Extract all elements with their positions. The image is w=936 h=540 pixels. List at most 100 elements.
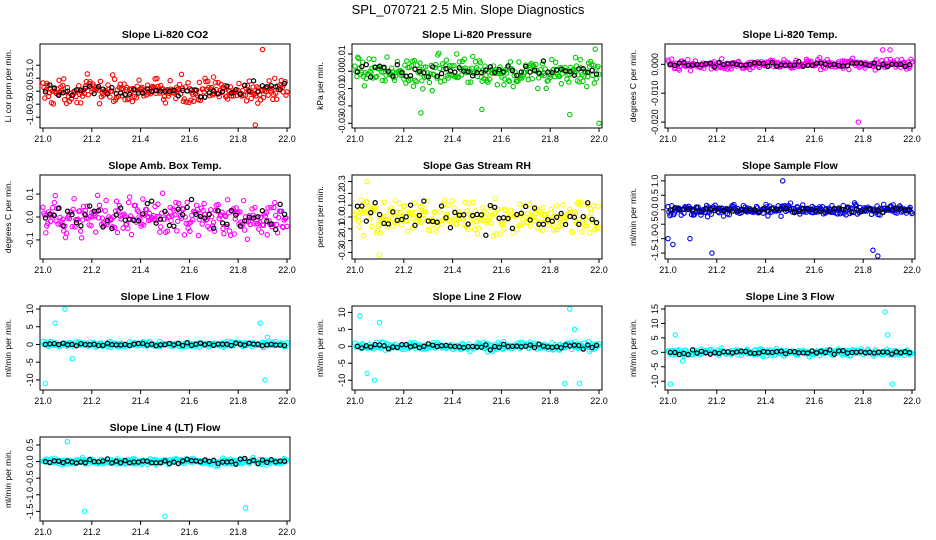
series-slope-points	[352, 46, 602, 127]
data-point	[412, 66, 418, 72]
data-point	[430, 64, 436, 70]
data-point	[470, 53, 476, 60]
data-point	[590, 202, 597, 209]
data-point	[497, 64, 503, 70]
data-point	[478, 69, 485, 76]
data-point	[153, 220, 159, 226]
data-point	[206, 90, 212, 96]
data-point	[219, 88, 226, 95]
data-point	[157, 216, 164, 222]
data-point	[135, 218, 142, 224]
chart-panel-6: Slope Sample Flow 21.0 21.2 21.4 21.6 21.8 22.…	[628, 160, 921, 275]
x-tick-label: 21.4	[132, 527, 150, 537]
data-point	[454, 74, 461, 81]
plot-frame	[39, 43, 291, 129]
data-point	[181, 232, 188, 238]
y-tick-label: -0.2	[337, 233, 347, 249]
data-point	[500, 220, 506, 227]
x-tick-label: 21.6	[493, 265, 511, 275]
data-point	[578, 199, 584, 206]
data-point	[62, 234, 69, 241]
y-tick-label: 10	[25, 304, 35, 314]
data-point	[584, 83, 590, 90]
data-point	[240, 197, 247, 204]
data-point	[464, 207, 470, 214]
x-tick-label: 21.4	[132, 396, 150, 406]
outlier-point	[364, 178, 370, 185]
data-point	[434, 219, 440, 225]
data-point	[461, 56, 468, 62]
y-tick-label: -0.1	[337, 221, 347, 237]
data-point	[887, 56, 894, 63]
x-tick-label: 21.8	[541, 265, 559, 275]
data-point	[277, 201, 283, 208]
data-point	[580, 346, 586, 352]
data-point	[56, 92, 62, 99]
series-black-points	[354, 58, 600, 80]
data-point	[527, 69, 533, 75]
data-point	[273, 226, 279, 233]
data-point	[469, 73, 476, 79]
data-point	[68, 96, 75, 102]
data-point	[390, 73, 396, 79]
data-point	[180, 212, 186, 218]
y-tick-label: -0.5	[25, 470, 35, 486]
y-tick-label: -0.5	[650, 216, 660, 232]
series-slope-points	[665, 178, 915, 259]
x-tick-label: 21.8	[854, 265, 872, 275]
data-point	[531, 205, 538, 211]
data-point	[844, 204, 851, 210]
data-point	[211, 457, 217, 464]
data-point	[716, 350, 722, 357]
data-point	[264, 232, 270, 238]
outlier-point	[418, 110, 424, 116]
data-point	[118, 90, 124, 96]
data-point	[595, 63, 601, 70]
data-point	[183, 99, 189, 105]
data-point	[237, 223, 243, 229]
data-point	[187, 228, 193, 234]
data-point	[84, 71, 91, 77]
data-point	[585, 342, 591, 348]
outlier-point	[879, 47, 886, 53]
x-tick-label: 21.4	[757, 265, 775, 275]
x-tick-label: 21.4	[444, 265, 462, 275]
y-axis-label: ml/min per min.	[3, 450, 13, 508]
x-tick-label: 21.8	[541, 134, 559, 144]
outlier-point	[376, 252, 383, 258]
x-tick-label: 21.0	[346, 265, 364, 275]
data-point	[210, 74, 217, 80]
outlier-point	[52, 320, 58, 326]
data-point	[215, 91, 221, 97]
data-point	[176, 81, 183, 88]
y-axis-label: kPa per min.	[315, 62, 325, 110]
data-point	[813, 350, 820, 356]
y-axis-label: ml/min per min.	[628, 188, 638, 246]
data-point	[827, 347, 833, 353]
data-point	[144, 458, 150, 464]
data-point	[523, 203, 529, 210]
data-point	[385, 221, 392, 227]
data-point	[196, 79, 203, 86]
data-point	[255, 89, 261, 95]
x-tick-label: 21.6	[181, 265, 199, 275]
data-point	[694, 205, 700, 211]
data-point	[195, 232, 202, 239]
data-point	[206, 92, 213, 99]
outlier-point	[889, 381, 896, 387]
data-point	[543, 85, 549, 92]
data-point	[45, 93, 52, 100]
data-point	[60, 216, 66, 222]
data-point	[483, 67, 489, 73]
data-point	[228, 342, 235, 349]
data-point	[586, 229, 593, 236]
y-tick-label: -5	[650, 363, 660, 371]
data-point	[585, 200, 591, 206]
x-tick-label: 21.4	[132, 265, 150, 275]
chart-panel-8: Slope Line 2 Flow 21.0 21.2 21.4 21.6 21.8 22.…	[315, 291, 608, 406]
x-tick-label: 21.4	[444, 134, 462, 144]
data-point	[95, 207, 102, 214]
outlier-point	[257, 320, 263, 326]
data-point	[571, 72, 578, 78]
data-point	[592, 46, 598, 52]
